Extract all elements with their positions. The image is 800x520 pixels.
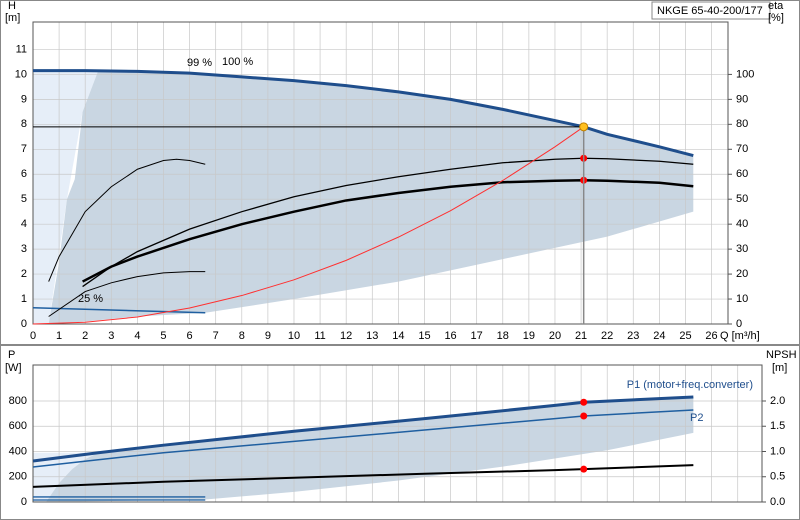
x-tick-label: 19	[523, 330, 535, 342]
operating-area	[33, 70, 99, 324]
y2-tick-label: 70	[736, 143, 748, 155]
operating-point	[580, 412, 588, 420]
y-tick-label: 9	[21, 93, 27, 105]
x-tick-label: 12	[340, 330, 352, 342]
x-tick-label: 8	[239, 330, 245, 342]
y2-axis-unit: [m]	[772, 362, 787, 374]
y-tick-label: 0	[21, 496, 27, 508]
y-tick-label: 600	[9, 420, 27, 432]
y-tick-label: 200	[9, 471, 27, 483]
y2-tick-label: 100	[736, 68, 754, 80]
x-tick-label: 16	[444, 330, 456, 342]
annotation: 100 %	[222, 56, 253, 68]
y2-tick-label: 60	[736, 168, 748, 180]
y2-tick-label: 40	[736, 218, 748, 230]
curve	[32, 307, 206, 314]
y-tick-label: 6	[21, 168, 27, 180]
y2-tick-label: 50	[736, 193, 748, 205]
y-tick-label: 0	[21, 318, 27, 330]
x-tick-label: 3	[108, 330, 114, 342]
x-tick-label: 0	[30, 330, 36, 342]
y-tick-label: 10	[15, 68, 27, 80]
y-tick-label: 800	[9, 395, 27, 407]
curve	[82, 178, 694, 283]
curve	[48, 271, 206, 317]
y-axis-label: P	[8, 349, 15, 361]
x-tick-label: 22	[601, 330, 613, 342]
x-tick-label: 23	[627, 330, 639, 342]
x-tick-label: 10	[288, 330, 300, 342]
curve	[82, 157, 694, 288]
series-label: P1 (motor+freq.converter)	[627, 379, 753, 391]
y-tick-label: 3	[21, 243, 27, 255]
series-label: P2	[690, 412, 703, 424]
annotation: 99 %	[187, 57, 212, 69]
x-tick-label: 25	[679, 330, 691, 342]
y2-tick-label: 90	[736, 93, 748, 105]
y-tick-label: 7	[21, 143, 27, 155]
y-axis-unit: [W]	[5, 362, 22, 374]
duty-point	[579, 122, 589, 132]
operating-point	[580, 465, 588, 473]
y-tick-label: 5	[21, 193, 27, 205]
y2-tick-label: 10	[736, 293, 748, 305]
y2-tick-label: 30	[736, 243, 748, 255]
y2-tick-label: 20	[736, 268, 748, 280]
x-tick-label: 13	[366, 330, 378, 342]
x-tick-label: 21	[575, 330, 587, 342]
y-tick-label: 4	[21, 218, 27, 230]
x-tick-label: 6	[187, 330, 193, 342]
y2-tick-label: 0.0	[770, 496, 785, 508]
y-tick-label: 400	[9, 445, 27, 457]
y2-tick-label: 0.5	[770, 471, 785, 483]
y2-axis-label: NPSH	[766, 349, 797, 361]
chart-title: NKGE 65-40-200/177	[657, 5, 763, 17]
plot-frame	[32, 364, 763, 503]
plot-frame	[32, 21, 729, 325]
x-axis-label: Q [m³/h]	[720, 330, 760, 342]
curve	[32, 409, 694, 468]
x-tick-label: 9	[265, 330, 271, 342]
y-tick-label: 2	[21, 268, 27, 280]
x-tick-label: 14	[392, 330, 404, 342]
annotation: 25 %	[78, 293, 103, 305]
x-tick-label: 17	[471, 330, 483, 342]
y-axis-unit: [m]	[5, 12, 20, 24]
x-tick-label: 15	[418, 330, 430, 342]
y-axis-label: H	[8, 0, 16, 12]
operating-area	[46, 396, 694, 502]
y2-tick-label: 1.5	[770, 420, 785, 432]
y2-tick-label: 80	[736, 118, 748, 130]
y2-axis-unit: [%]	[768, 12, 784, 24]
curve	[33, 69, 694, 157]
x-tick-label: 24	[653, 330, 665, 342]
x-tick-label: 1	[56, 330, 62, 342]
x-tick-label: 18	[497, 330, 509, 342]
x-tick-label: 4	[134, 330, 140, 342]
y2-tick-label: 2.0	[770, 395, 785, 407]
y2-axis-label: eta	[768, 0, 784, 12]
y2-tick-label: 1.0	[770, 445, 785, 457]
x-tick-label: 26	[705, 330, 717, 342]
operating-point	[580, 398, 588, 406]
curve	[32, 395, 694, 463]
x-tick-label: 7	[213, 330, 219, 342]
x-tick-label: 20	[549, 330, 561, 342]
y-tick-label: 1	[21, 293, 27, 305]
x-tick-label: 2	[82, 330, 88, 342]
title-box	[651, 1, 771, 20]
x-tick-label: 11	[314, 330, 325, 342]
curve	[48, 158, 206, 282]
x-tick-label: 5	[160, 330, 166, 342]
y-tick-label: 8	[21, 118, 27, 130]
y-tick-label: 11	[16, 43, 27, 55]
y2-tick-label: 0	[736, 318, 742, 330]
curve	[32, 126, 584, 325]
